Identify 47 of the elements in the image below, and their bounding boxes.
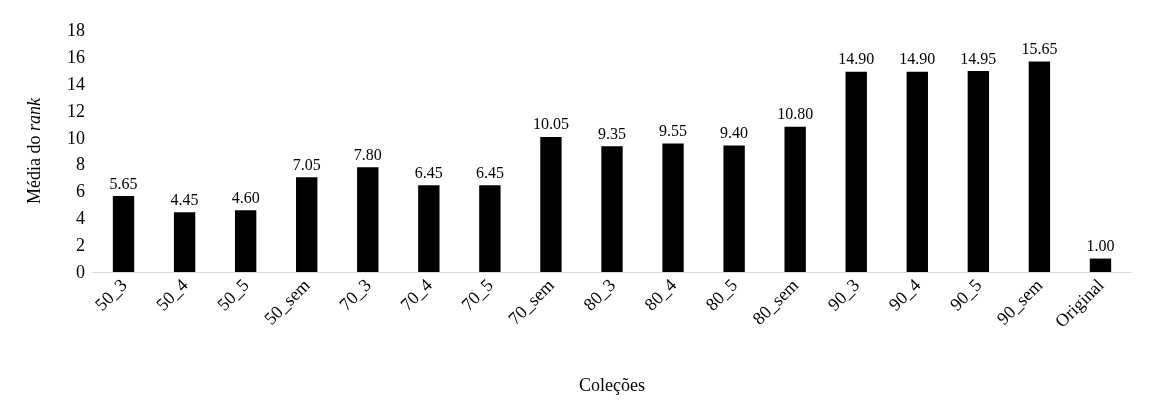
bar — [1089, 258, 1112, 272]
bar — [723, 145, 745, 272]
data-label: 14.90 — [838, 50, 875, 68]
x-axis-title: Coleções — [579, 375, 645, 395]
x-tick-label: 70_3 — [335, 274, 375, 315]
y-tick-label: 14 — [67, 73, 85, 94]
y-tick-label: 8 — [76, 154, 85, 175]
data-label: 1.00 — [1086, 237, 1115, 255]
bar — [845, 71, 867, 272]
bar — [479, 185, 501, 272]
data-label: 4.45 — [170, 190, 199, 208]
bar — [173, 212, 196, 272]
data-label: 14.95 — [960, 49, 997, 67]
data-label: 10.80 — [777, 105, 814, 123]
data-label: 6.45 — [414, 163, 443, 181]
bar — [234, 210, 257, 272]
data-label: 4.60 — [231, 188, 260, 206]
bar — [357, 167, 379, 272]
data-label: 5.65 — [109, 174, 138, 192]
y-tick-label: 16 — [67, 46, 85, 67]
bar — [601, 146, 623, 272]
bar — [418, 185, 440, 272]
y-tick-label: 12 — [67, 100, 85, 121]
y-tick-label: 4 — [76, 208, 85, 229]
bar — [112, 196, 135, 272]
bar — [1028, 61, 1051, 272]
y-tick-label: 2 — [76, 235, 85, 256]
y-tick-label: 18 — [67, 20, 85, 40]
data-label: 9.35 — [598, 124, 626, 142]
data-label: 15.65 — [1021, 40, 1058, 58]
bar — [967, 71, 990, 272]
data-label: 14.90 — [899, 50, 936, 68]
y-tick-label: 6 — [76, 181, 85, 202]
y-axis-title: Média do rank — [24, 97, 44, 204]
data-label: 7.05 — [292, 155, 321, 173]
y-tick-label: 10 — [67, 127, 85, 148]
data-label: 9.55 — [659, 122, 688, 140]
bar — [540, 136, 562, 272]
bar — [784, 126, 806, 272]
data-label: 9.40 — [720, 124, 749, 142]
data-label: 10.05 — [532, 115, 569, 133]
data-label: 7.80 — [353, 145, 382, 163]
data-label: 6.45 — [475, 163, 504, 181]
bar — [906, 71, 928, 272]
bar — [662, 143, 684, 272]
bar — [296, 177, 318, 272]
y-tick-label: 0 — [76, 262, 85, 282]
